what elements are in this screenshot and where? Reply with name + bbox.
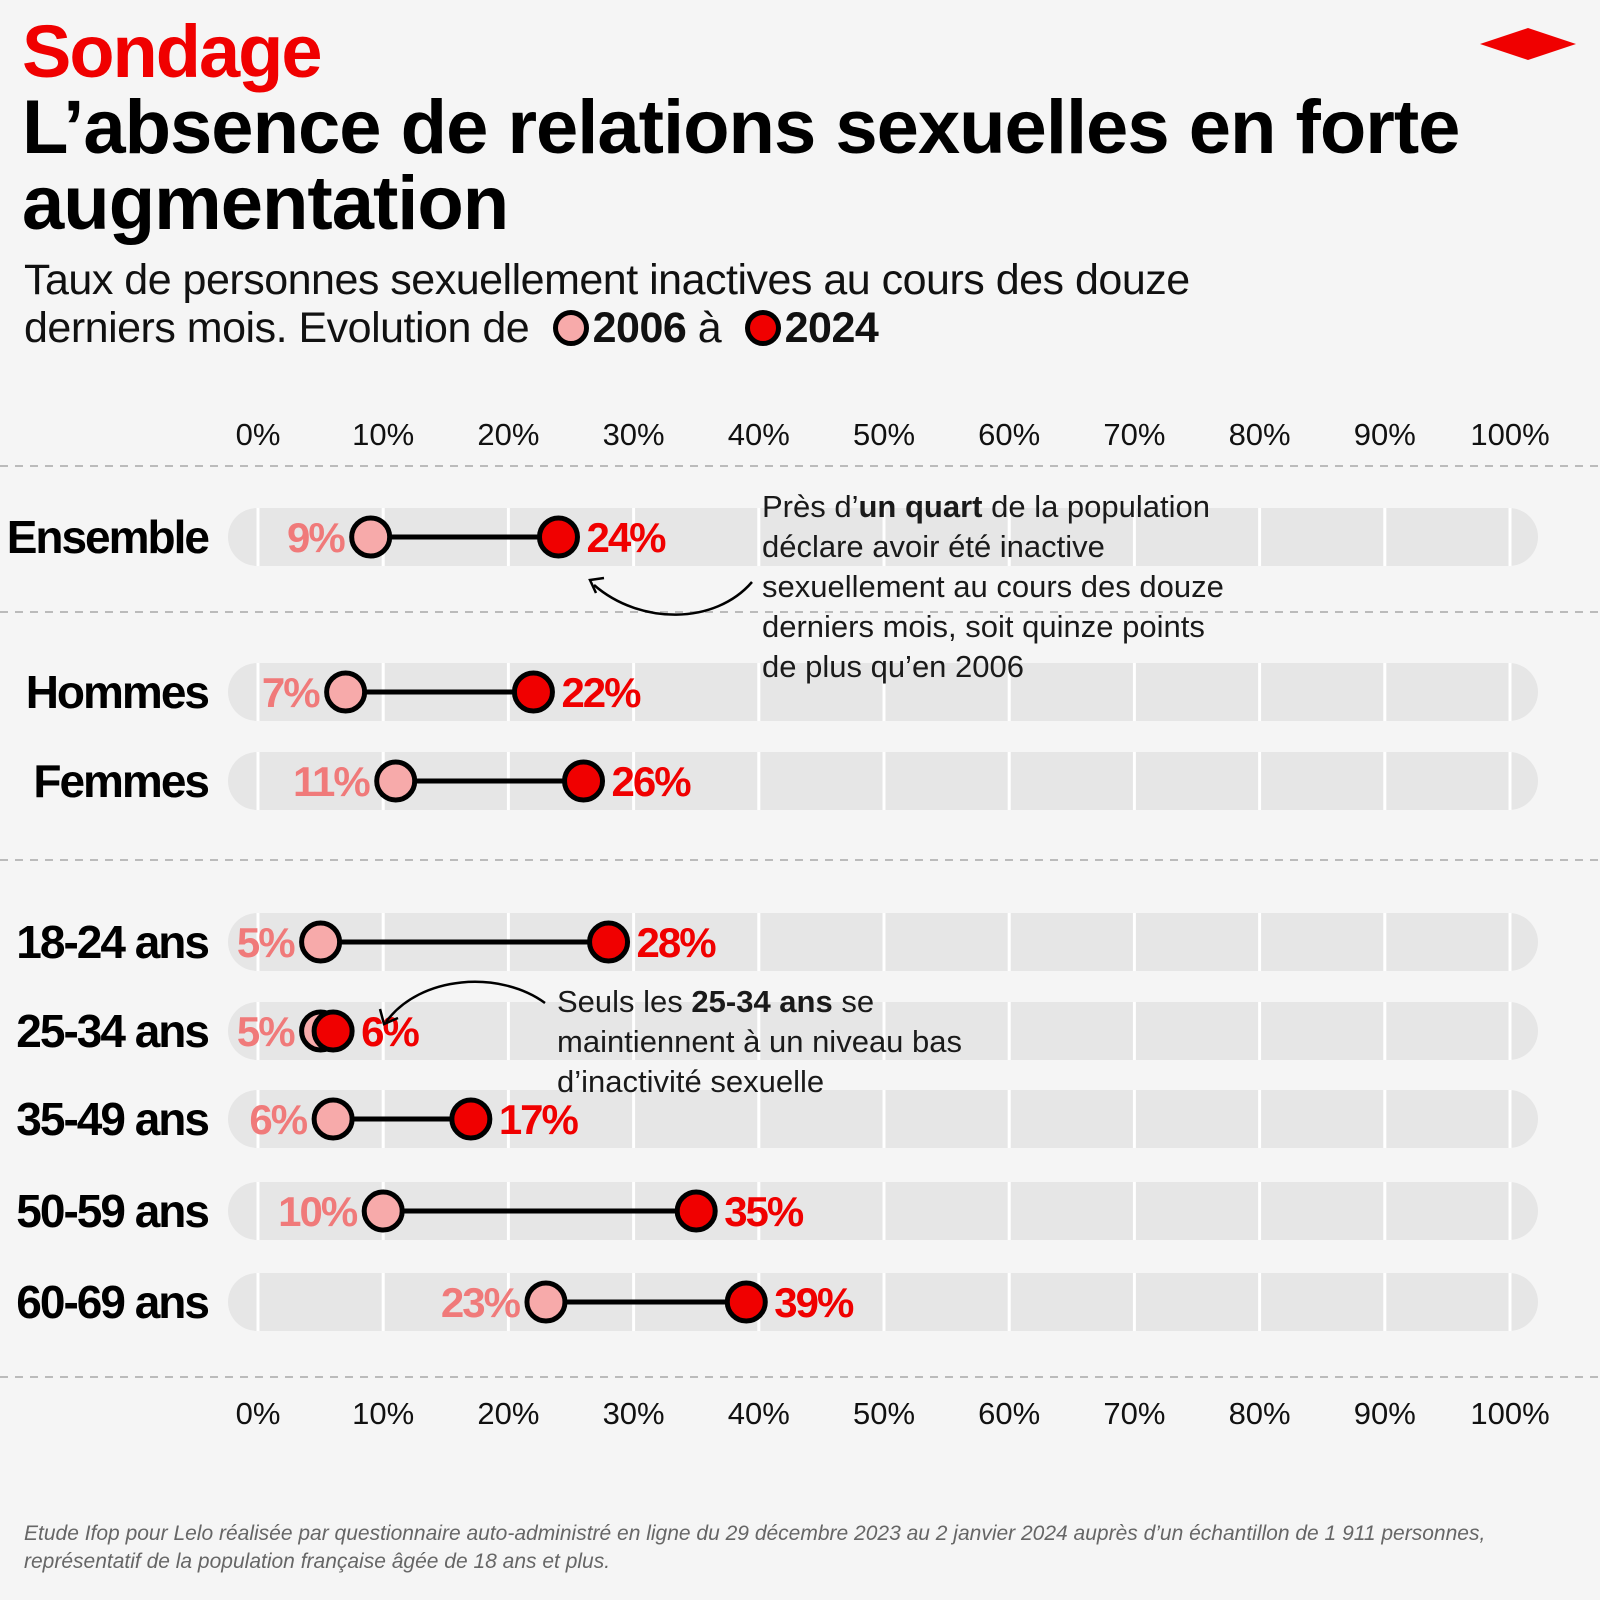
annotation-span: Seuls les — [557, 984, 691, 1019]
x-tick-label-top: 60% — [978, 417, 1040, 452]
annotation-span: se — [833, 984, 874, 1019]
x-tick-label-top: 100% — [1470, 417, 1549, 452]
kicker-label: Sondage — [22, 10, 322, 93]
annotation-text: Près d’un quart de la population déclare … — [762, 489, 1224, 684]
value-label-2006: 6% — [249, 1096, 307, 1143]
x-tick-label-top: 90% — [1354, 417, 1416, 452]
annotation-span: 25-34 ans — [691, 984, 832, 1019]
dot-2006 — [349, 515, 393, 559]
row-category-label: Ensemble — [7, 511, 210, 563]
annotation-span: maintiennent à un niveau bas — [557, 1024, 962, 1059]
x-tick-label-bottom: 30% — [603, 1396, 665, 1431]
x-tick-label-top: 0% — [236, 417, 281, 452]
value-label-2024: 35% — [724, 1188, 804, 1235]
x-tick-label-top: 30% — [603, 417, 665, 452]
x-tick-label-bottom: 80% — [1229, 1396, 1291, 1431]
row-category-label: 18-24 ans — [16, 916, 208, 968]
row-category-label: 35-49 ans — [16, 1093, 208, 1145]
value-label-2024: 39% — [774, 1279, 854, 1326]
brand-logo-icon — [1480, 28, 1576, 60]
annotation-span: sexuellement au cours des douze — [762, 569, 1224, 604]
row-category-label: 60-69 ans — [16, 1276, 208, 1328]
value-label-2006: 10% — [278, 1188, 358, 1235]
dot-2006 — [524, 1280, 568, 1324]
value-label-2024: 22% — [561, 669, 641, 716]
chart-title: L’absence de relations sexuelles en fort… — [22, 85, 1460, 246]
x-tick-label-top: 50% — [853, 417, 915, 452]
annotation-text: Seuls les 25-34 ans se maintiennent à un … — [557, 984, 962, 1099]
x-tick-label-top: 20% — [477, 417, 539, 452]
row-category-label: Hommes — [26, 666, 209, 718]
dot-2006 — [361, 1189, 405, 1233]
value-label-2006: 9% — [287, 514, 345, 561]
annotation-arrowhead — [588, 576, 605, 594]
annotation-arrowhead — [378, 1008, 399, 1026]
annotation-span: de la population — [982, 489, 1210, 524]
x-tick-label-bottom: 70% — [1103, 1396, 1165, 1431]
row-category-label: Femmes — [33, 755, 208, 807]
x-tick-label-bottom: 100% — [1470, 1396, 1549, 1431]
value-label-2006: 23% — [441, 1279, 521, 1326]
row-category-label: 25-34 ans — [16, 1005, 208, 1057]
value-label-2024: 28% — [637, 919, 717, 966]
x-tick-label-top: 70% — [1103, 417, 1165, 452]
value-label-2006: 11% — [293, 758, 370, 805]
row-category-label: 50-59 ans — [16, 1185, 208, 1237]
dot-2024 — [724, 1280, 768, 1324]
dot-2024 — [311, 1009, 355, 1053]
legend-dot-2006 — [552, 310, 589, 346]
annotation-span: de plus qu’en 2006 — [762, 649, 1024, 684]
annotation-arrow — [384, 980, 546, 1023]
x-tick-label-top: 80% — [1229, 417, 1291, 452]
legend-year-2006: 2006 — [592, 304, 687, 352]
x-tick-label-bottom: 20% — [477, 1396, 539, 1431]
dot-2024 — [536, 515, 580, 559]
annotation-span: derniers mois, soit quinze points — [762, 609, 1205, 644]
legend-connector: à — [697, 304, 722, 352]
x-tick-label-bottom: 40% — [728, 1396, 790, 1431]
x-tick-label-bottom: 60% — [978, 1396, 1040, 1431]
x-tick-label-bottom: 50% — [853, 1396, 915, 1431]
annotation-span: d’inactivité sexuelle — [557, 1064, 824, 1099]
x-tick-label-bottom: 90% — [1354, 1396, 1416, 1431]
value-label-2006: 7% — [262, 669, 320, 716]
dot-2006 — [324, 670, 368, 714]
annotation-span: un quart — [858, 489, 982, 524]
x-tick-label-top: 10% — [352, 417, 414, 452]
value-label-2006: 5% — [237, 1008, 295, 1055]
value-label-2024: 26% — [612, 758, 692, 805]
value-label-2006: 5% — [237, 919, 295, 966]
annotation-arrow — [593, 581, 753, 616]
x-tick-label-bottom: 0% — [236, 1396, 281, 1431]
dot-2006 — [374, 759, 418, 803]
chart-subtitle: Taux de personnes sexuellement inactives… — [24, 256, 1324, 352]
dot-2024 — [562, 759, 606, 803]
dot-2024 — [587, 920, 631, 964]
annotation-span: Près d’ — [762, 489, 858, 524]
legend-dot-2024 — [744, 310, 781, 346]
dot-2006 — [299, 920, 343, 964]
legend-year-2024: 2024 — [784, 304, 879, 352]
dot-2024 — [674, 1189, 718, 1233]
dot-2024 — [511, 670, 555, 714]
x-tick-label-top: 40% — [728, 417, 790, 452]
dot-2006 — [311, 1097, 355, 1141]
dot-2024 — [449, 1097, 493, 1141]
subtitle-text: Taux de personnes sexuellement inactives… — [24, 256, 1190, 352]
value-label-2024: 17% — [499, 1096, 579, 1143]
source-footnote: Etude Ifop pour Lelo réalisée par questi… — [24, 1522, 1486, 1573]
annotation-span: déclare avoir été inactive — [762, 529, 1105, 564]
dumbbell-chart: 0% 10% 20% 30% 40% 50% 60% 70% 80% 90% 100% 0% 10% 20… — [0, 417, 1600, 1431]
x-tick-label-bottom: 10% — [352, 1396, 414, 1431]
value-label-2024: 24% — [586, 514, 666, 561]
